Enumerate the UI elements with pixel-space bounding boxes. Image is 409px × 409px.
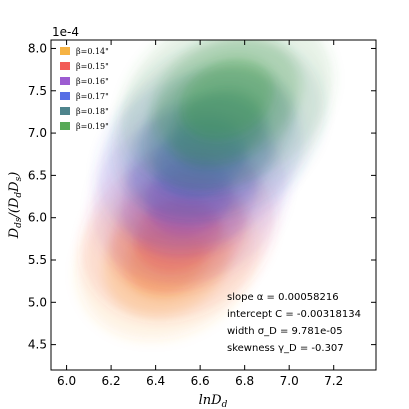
x-tick-label: 6.0 bbox=[57, 374, 76, 388]
density-contour bbox=[179, 58, 275, 141]
x-tick-label: 6.4 bbox=[146, 374, 165, 388]
x-axis-ticks: 6.0 6.2 6.4 6.6 6.8 7.0 7.2 bbox=[57, 40, 343, 388]
legend-swatch bbox=[60, 62, 70, 70]
y-tick-label: 8.0 bbox=[28, 41, 47, 55]
legend-swatch bbox=[60, 47, 70, 55]
fit-annotations: slope α = 0.00058216 intercept C = -0.003… bbox=[227, 292, 361, 354]
y-tick-label: 7.0 bbox=[28, 126, 47, 140]
y-tick-label: 7.5 bbox=[28, 84, 47, 98]
legend-label: β=0.14" bbox=[76, 47, 109, 56]
x-tick-label: 6.8 bbox=[235, 374, 254, 388]
y-offset-label: 1e-4 bbox=[52, 25, 79, 39]
y-tick-label: 4.5 bbox=[28, 338, 47, 352]
density-cloud bbox=[120, 40, 333, 191]
legend-swatch bbox=[60, 77, 70, 85]
y-tick-label: 5.5 bbox=[28, 253, 47, 267]
fit-annotation: intercept C = -0.00318134 bbox=[227, 309, 361, 320]
y-axis-ticks: 4.5 5.0 5.5 6.0 6.5 7.0 7.5 8.0 bbox=[28, 41, 376, 352]
legend: β=0.14" β=0.15" β=0.16" β=0.17" β=0.18" β=0.1… bbox=[60, 47, 109, 131]
legend-label: β=0.17" bbox=[76, 92, 109, 101]
legend-swatch bbox=[60, 107, 70, 115]
x-axis-label: lnDd bbox=[199, 393, 228, 409]
legend-label: β=0.15" bbox=[76, 62, 109, 71]
fit-annotation: slope α = 0.00058216 bbox=[227, 292, 339, 303]
plot-frame bbox=[50, 39, 377, 371]
y-tick-label: 6.5 bbox=[28, 168, 47, 182]
fit-annotation: width σ_D = 9.781e-05 bbox=[227, 326, 343, 337]
legend-swatch bbox=[60, 122, 70, 130]
x-tick-label: 6.2 bbox=[102, 374, 121, 388]
y-axis-label: Dds/(DdDs) bbox=[7, 172, 24, 240]
x-tick-label: 6.6 bbox=[191, 374, 210, 388]
legend-swatch bbox=[60, 92, 70, 100]
y-tick-label: 5.0 bbox=[28, 295, 47, 309]
legend-label: β=0.16" bbox=[76, 77, 109, 86]
legend-label: β=0.19" bbox=[76, 122, 109, 131]
x-tick-label: 7.0 bbox=[280, 374, 299, 388]
fit-annotation: skewness γ_D = -0.307 bbox=[227, 343, 344, 354]
y-tick-label: 6.0 bbox=[28, 211, 47, 225]
density-clouds bbox=[76, 40, 333, 341]
x-tick-label: 7.2 bbox=[324, 374, 343, 388]
legend-label: β=0.18" bbox=[76, 107, 109, 116]
